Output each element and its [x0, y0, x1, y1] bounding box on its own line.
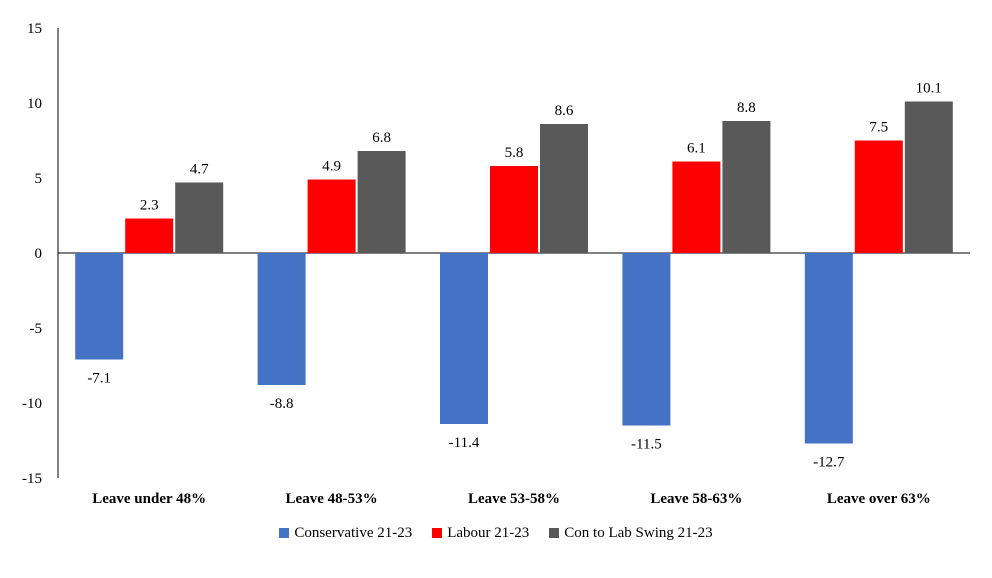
legend-swatch	[549, 528, 560, 538]
category-label: Leave 58-63%	[650, 491, 742, 507]
data-label: -11.4	[449, 435, 480, 451]
data-label: 4.7	[190, 162, 209, 178]
bar	[175, 182, 224, 253]
data-label: 8.8	[737, 100, 756, 116]
bar	[75, 253, 124, 360]
legend-swatch	[432, 528, 443, 538]
y-tick-label: 15	[27, 21, 42, 37]
bar	[904, 101, 953, 253]
y-tick-label: 0	[35, 246, 43, 262]
bar	[804, 253, 853, 444]
bar	[490, 166, 538, 253]
y-tick-label: -5	[30, 321, 43, 337]
bar	[125, 218, 174, 253]
data-label: 10.1	[916, 81, 942, 97]
bar	[672, 161, 721, 253]
legend: Conservative 21-23 Labour 21-23 Con to Lab…	[0, 522, 992, 544]
category-label: Leave under 48%	[92, 491, 206, 507]
data-label: 4.9	[322, 159, 341, 175]
data-label: -7.1	[87, 371, 111, 387]
category-labels: Leave under 48% Leave 48-53% Leave 53-58% L…	[92, 491, 930, 507]
legend-item: Conservative 21-23	[279, 525, 412, 542]
bar	[540, 124, 588, 253]
data-label: -11.5	[631, 437, 662, 453]
bar	[357, 151, 406, 253]
bar	[257, 253, 306, 385]
data-label: -8.8	[270, 396, 294, 412]
legend-item: Labour 21-23	[432, 525, 529, 542]
data-labels: -7.1 2.3 4.7 -8.8 4.9 6.8 -11.4 5.8 8.6 -11.5 6.1 8…	[87, 81, 942, 471]
bar	[307, 179, 356, 253]
data-label: 6.1	[687, 141, 706, 157]
category-label: Leave 48-53%	[286, 491, 378, 507]
data-label: -12.7	[813, 455, 845, 471]
bar	[440, 253, 488, 424]
legend-item: Con to Lab Swing 21-23	[549, 524, 713, 542]
legend-label: Conservative 21-23	[294, 524, 413, 541]
data-label: 7.5	[869, 120, 888, 136]
data-label: 6.8	[372, 130, 391, 146]
y-tick-label: 10	[27, 96, 42, 112]
bar	[622, 253, 671, 426]
y-tick-label: -10	[22, 396, 42, 412]
legend-label: Labour 21-23	[447, 524, 530, 541]
y-tick-label: 5	[35, 171, 43, 187]
category-label: Leave 53-58%	[468, 491, 560, 507]
bar	[854, 140, 903, 253]
data-label: 5.8	[505, 145, 524, 161]
bars	[75, 101, 953, 444]
legend-swatch	[279, 528, 290, 538]
category-label: Leave over 63%	[827, 491, 931, 507]
data-label: 8.6	[555, 103, 574, 119]
legend-label: Con to Lab Swing 21-23	[564, 524, 713, 541]
y-tick-label: -15	[22, 471, 42, 487]
data-label: 2.3	[140, 198, 159, 214]
bar	[722, 121, 771, 253]
